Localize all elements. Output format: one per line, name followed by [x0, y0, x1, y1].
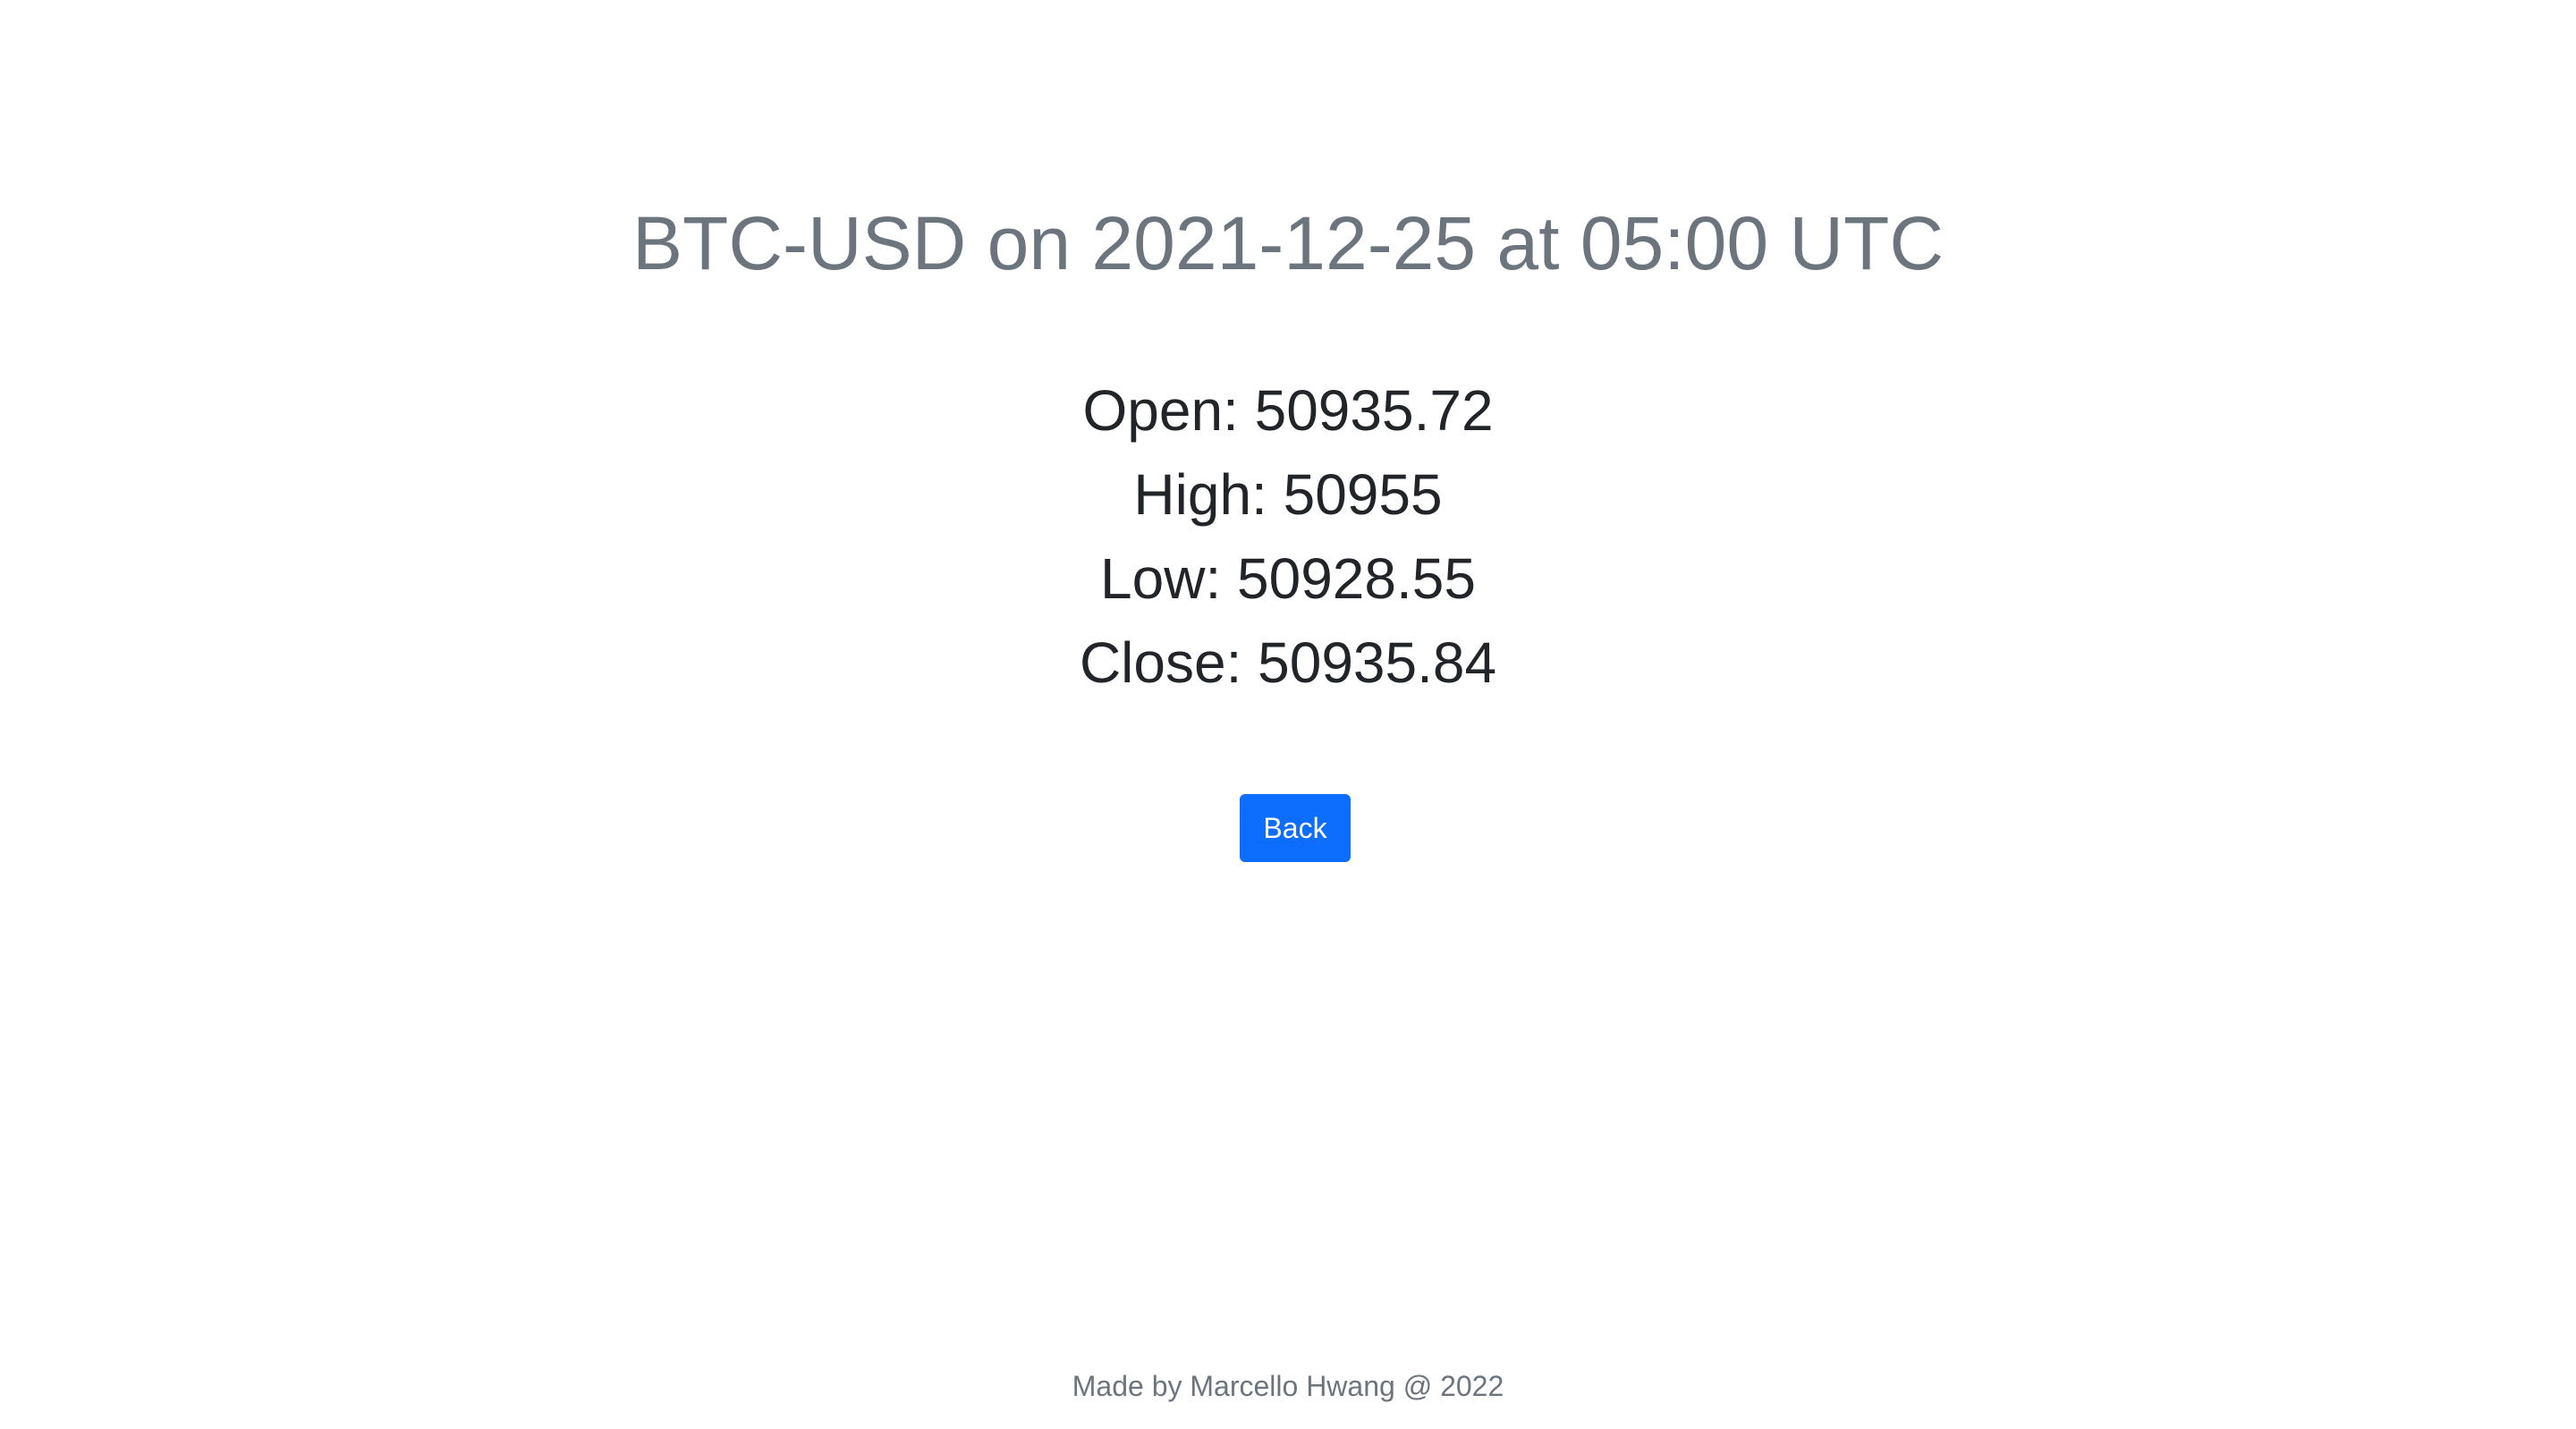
close-price: Close: 50935.84 — [1079, 630, 1497, 695]
high-price: High: 50955 — [1133, 462, 1443, 527]
footer-credit: Made by Marcello Hwang @ 2022 — [1072, 1370, 1504, 1402]
back-button[interactable]: Back — [1240, 794, 1351, 862]
low-price: Low: 50928.55 — [1100, 546, 1476, 611]
price-summary: Open: 50935.72 High: 50955 Low: 50928.55… — [0, 368, 2576, 705]
open-price: Open: 50935.72 — [1082, 378, 1494, 443]
page-title: BTC-USD on 2021-12-25 at 05:00 UTC — [631, 201, 1945, 285]
